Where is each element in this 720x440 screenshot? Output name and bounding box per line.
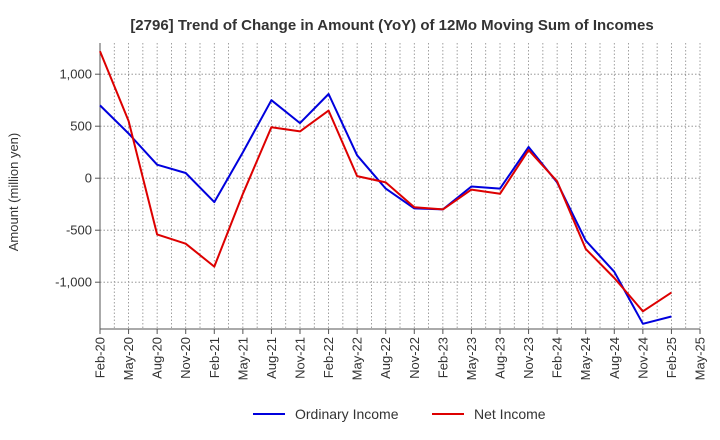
y-tick-label: 500 xyxy=(70,119,92,134)
x-tick-label: Nov-22 xyxy=(407,337,422,379)
x-tick-label: Nov-24 xyxy=(635,337,650,379)
legend: Ordinary Income Net Income xyxy=(253,406,546,422)
x-tick-label: Feb-20 xyxy=(93,337,108,378)
x-tick-label: May-24 xyxy=(578,337,593,380)
x-tick-label: Nov-21 xyxy=(293,337,308,379)
legend-label: Ordinary Income xyxy=(295,406,399,422)
x-tick-label: Feb-22 xyxy=(321,337,336,378)
plot-area: 1,000 500 0 -500 -1,000 Feb-20 May-20 Aug-20 Nov… xyxy=(55,43,708,380)
x-tick-label: Nov-23 xyxy=(521,337,536,379)
y-tick-label: -1,000 xyxy=(55,275,92,290)
x-tick-label: May-20 xyxy=(121,337,136,380)
x-tick-label: Feb-23 xyxy=(435,337,450,378)
x-tick-label: Aug-24 xyxy=(607,337,622,379)
y-axis-label: Amount (million yen) xyxy=(6,133,21,252)
x-tick-label: May-23 xyxy=(464,337,479,380)
ordinary-income-line xyxy=(99,93,672,325)
x-tick-label: May-22 xyxy=(350,337,365,380)
x-tick-label: Aug-21 xyxy=(264,337,279,379)
legend-label: Net Income xyxy=(474,406,546,422)
y-tick-label: 1,000 xyxy=(59,67,92,82)
x-tick-label: Aug-20 xyxy=(150,337,165,379)
x-tick-label: Feb-24 xyxy=(550,337,565,378)
chart-title: [2796] Trend of Change in Amount (YoY) o… xyxy=(130,17,653,34)
x-tick-label: May-21 xyxy=(235,337,250,380)
net-income-line xyxy=(99,50,672,313)
y-tick-label: -500 xyxy=(66,223,92,238)
x-tick-label: May-25 xyxy=(693,337,708,380)
x-tick-label: Nov-20 xyxy=(178,337,193,379)
x-tick-label: Aug-23 xyxy=(493,337,508,379)
x-tick-label: Feb-21 xyxy=(207,337,222,378)
x-tick-label: Feb-25 xyxy=(664,337,679,378)
y-tick-label: 0 xyxy=(85,171,92,186)
x-tick-label: Aug-22 xyxy=(378,337,393,379)
